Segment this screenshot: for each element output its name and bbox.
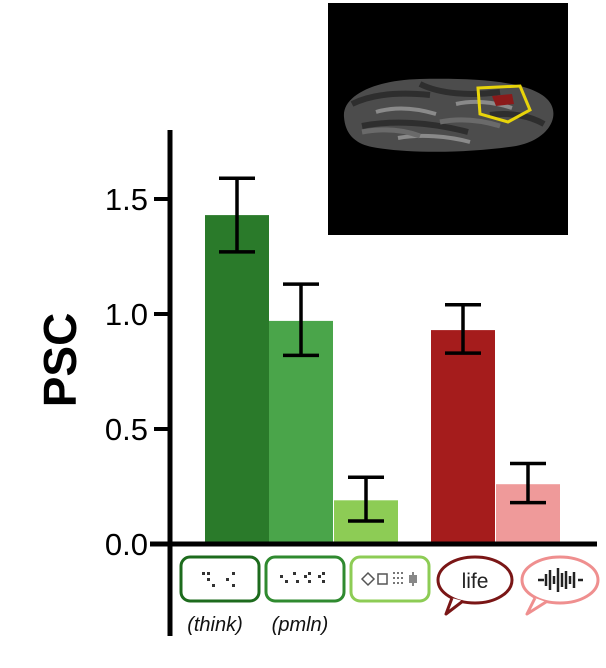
bar-1 — [269, 320, 333, 544]
category-icon-speech-bubble-word: life — [436, 555, 514, 616]
error-bar-2 — [348, 475, 384, 523]
brain-inflated-cortex-icon — [343, 78, 554, 152]
life-word: life — [462, 570, 489, 593]
y-axis-title: PSC — [34, 313, 86, 408]
category-label-pmln: (pmln) — [272, 614, 329, 636]
category-icon-braille-nonword — [264, 555, 346, 603]
error-bar-1 — [283, 282, 319, 358]
y-tick-label: 1.5 — [105, 182, 148, 217]
y-tick-label: 0.0 — [105, 527, 148, 562]
category-icon-speech-bubble-sound — [520, 555, 600, 616]
error-bar-4 — [510, 461, 546, 505]
bar-0 — [205, 215, 269, 544]
brain-inset — [328, 3, 568, 235]
error-bar-3 — [445, 303, 481, 355]
category-label-think: (think) — [187, 614, 243, 636]
category-icon-braille-word — [179, 555, 261, 603]
y-tick-label: 1.0 — [105, 297, 148, 332]
bar-3 — [431, 330, 495, 544]
y-tick-label: 0.5 — [105, 412, 148, 447]
error-bar-0 — [219, 176, 255, 254]
category-icon-shapes — [349, 555, 431, 603]
